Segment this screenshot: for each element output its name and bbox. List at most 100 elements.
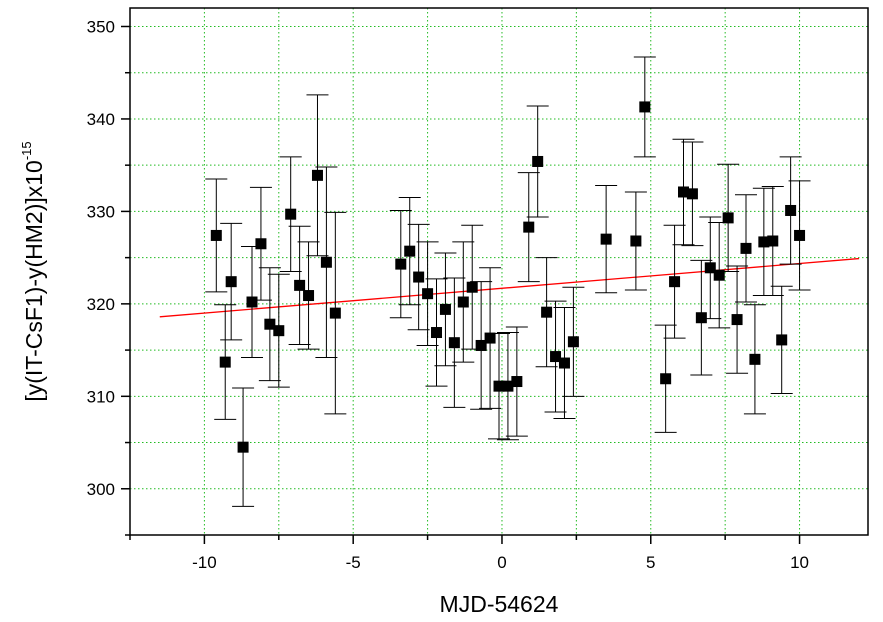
data-point-group xyxy=(496,332,519,441)
data-point-group xyxy=(416,241,439,346)
data-point-group xyxy=(779,156,802,265)
data-point xyxy=(558,357,570,369)
data-point-group xyxy=(761,185,784,297)
data-point xyxy=(785,204,797,216)
data-point xyxy=(722,212,734,224)
data-point xyxy=(776,334,788,346)
data-point-group xyxy=(241,246,264,358)
data-point-group xyxy=(205,178,228,293)
data-point-group xyxy=(553,307,576,420)
data-point xyxy=(404,245,416,257)
axis-ticks: -10 -5 0 5 10 300 310 320 330 340 350 xyxy=(87,17,809,572)
x-tick-label: -5 xyxy=(346,553,361,572)
data-point-group xyxy=(443,277,466,408)
data-point xyxy=(395,258,407,270)
data-point-group xyxy=(297,241,320,350)
data-point-group xyxy=(214,304,237,420)
data-point xyxy=(511,376,523,388)
data-point-group xyxy=(407,223,430,331)
data-point-group xyxy=(425,278,448,387)
data-point xyxy=(686,188,698,200)
data-point-group xyxy=(717,163,740,272)
plot-frame xyxy=(129,7,869,536)
data-point xyxy=(237,441,249,453)
data-point xyxy=(660,373,672,385)
data-point xyxy=(484,332,496,344)
data-point xyxy=(794,229,806,241)
data-point xyxy=(246,296,258,308)
data-point xyxy=(457,296,469,308)
data-point-group xyxy=(743,304,766,415)
data-point-group xyxy=(315,166,338,358)
data-points-layer xyxy=(205,56,811,507)
x-tick-label: 10 xyxy=(790,553,809,572)
x-axis-title: MJD-54624 xyxy=(440,591,559,617)
data-point xyxy=(740,242,752,254)
data-point-group xyxy=(544,300,567,413)
data-point-group xyxy=(734,194,757,303)
data-point xyxy=(550,351,562,363)
data-point xyxy=(264,318,276,330)
data-point xyxy=(431,327,443,339)
data-point xyxy=(749,353,761,365)
data-point xyxy=(225,276,237,288)
data-point-group xyxy=(672,138,695,246)
data-point xyxy=(678,186,689,198)
data-point-group xyxy=(461,224,484,350)
data-point xyxy=(532,155,544,167)
data-point xyxy=(439,303,451,315)
y-tick-label: 320 xyxy=(87,295,115,314)
data-point-group xyxy=(663,224,686,339)
data-point-group xyxy=(288,225,311,346)
data-point xyxy=(320,256,332,268)
data-point xyxy=(523,221,535,233)
data-point xyxy=(758,236,770,248)
data-point-group xyxy=(488,332,510,440)
data-point-group xyxy=(258,267,281,382)
data-point xyxy=(294,279,306,291)
data-point-group xyxy=(306,94,329,257)
data-point-group xyxy=(279,156,302,272)
data-point xyxy=(413,271,425,283)
y-axis-title-main: [y(IT-CsF1)-y(HM2)]x10 xyxy=(21,160,47,402)
grid-lines xyxy=(129,8,868,536)
y-tick-label: 350 xyxy=(87,17,115,36)
data-point-group xyxy=(654,324,677,433)
data-point-group xyxy=(434,252,457,367)
data-point xyxy=(210,229,222,241)
data-point xyxy=(669,276,681,288)
data-point-group xyxy=(788,180,811,291)
data-point xyxy=(422,288,434,300)
y-tick-label: 340 xyxy=(87,110,115,129)
data-point-group xyxy=(526,105,549,218)
data-point-group xyxy=(681,141,704,247)
data-point-group xyxy=(562,286,585,397)
x-tick-label: 5 xyxy=(646,553,655,572)
x-tick-label: -10 xyxy=(192,553,217,572)
data-point xyxy=(567,336,579,348)
data-point xyxy=(493,380,505,392)
data-point xyxy=(767,235,779,247)
data-point-group xyxy=(595,185,618,294)
y-axis-title: [y(IT-CsF1)-y(HM2)]x10-15 xyxy=(19,141,47,401)
data-point-group xyxy=(690,259,713,376)
data-point-group xyxy=(249,186,272,301)
data-point-group xyxy=(770,285,793,395)
data-point-group xyxy=(389,209,412,319)
data-point-group xyxy=(398,197,421,306)
data-point xyxy=(630,235,642,247)
data-point-group xyxy=(505,326,528,437)
y-tick-label: 330 xyxy=(87,202,115,221)
data-point xyxy=(255,238,267,250)
data-point xyxy=(285,208,297,220)
data-point xyxy=(731,314,743,326)
data-point xyxy=(713,269,725,281)
data-point xyxy=(695,312,707,324)
data-point-group xyxy=(452,241,475,363)
data-point-group xyxy=(633,56,656,158)
data-point-group xyxy=(232,387,255,507)
data-point xyxy=(600,233,612,245)
data-point-group xyxy=(624,191,647,291)
data-point-group xyxy=(220,222,243,341)
